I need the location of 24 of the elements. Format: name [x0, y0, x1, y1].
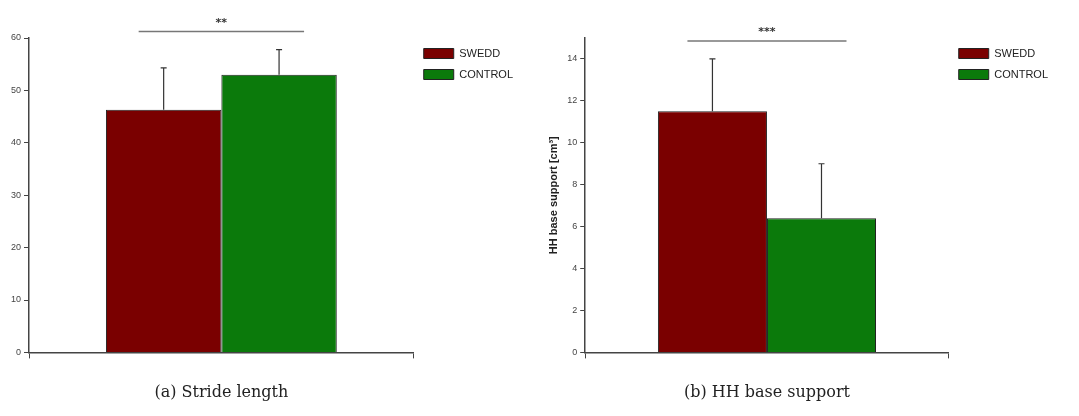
- x-axis-title: (a) Stride length: [154, 381, 289, 401]
- legend-label: CONTROL: [459, 67, 513, 80]
- y-tick-label: 0: [16, 346, 22, 357]
- legend-label: CONTROL: [994, 67, 1048, 80]
- y-tick-label: 12: [567, 95, 578, 106]
- text: **: [215, 15, 228, 29]
- y-tick-label: 10: [567, 137, 578, 148]
- y-tick-label: 60: [11, 32, 22, 43]
- y-axis-title: HH base support [cm³]: [546, 135, 559, 255]
- annotation: ***: [758, 25, 776, 39]
- y-tick-label: 8: [572, 179, 578, 190]
- x-axis-title: (b) HH base support: [683, 381, 851, 401]
- y-tick-label: 0: [572, 346, 578, 357]
- y-tick-label: 14: [567, 53, 578, 64]
- legend-label: SWEDD: [994, 46, 1036, 59]
- y-tick-label: 10: [11, 294, 22, 305]
- y-tick-label: 20: [11, 242, 22, 253]
- y-tick-label: 50: [11, 84, 22, 95]
- y-tick-label: 2: [572, 304, 578, 315]
- y-tick-label: 30: [11, 189, 22, 200]
- y-tick-label: 4: [572, 263, 578, 274]
- legend-label: SWEDD: [459, 46, 501, 59]
- y-tick-label: 40: [11, 137, 22, 148]
- y-tick-label: 6: [572, 221, 578, 232]
